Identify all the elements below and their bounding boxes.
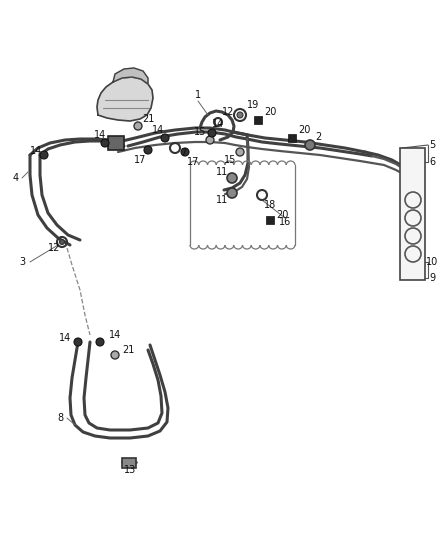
Circle shape xyxy=(111,351,119,359)
Text: 20: 20 xyxy=(298,125,310,135)
Text: 21: 21 xyxy=(122,345,134,355)
Text: 14: 14 xyxy=(152,125,164,135)
Text: 3: 3 xyxy=(19,257,25,267)
Circle shape xyxy=(96,338,104,346)
Circle shape xyxy=(134,122,142,130)
Bar xyxy=(288,134,296,142)
Circle shape xyxy=(181,148,189,156)
Text: 5: 5 xyxy=(429,140,435,150)
Text: 14: 14 xyxy=(59,333,71,343)
Circle shape xyxy=(206,136,214,144)
Bar xyxy=(122,458,136,468)
Text: 11: 11 xyxy=(216,195,228,205)
Bar xyxy=(254,116,262,124)
Text: 7: 7 xyxy=(180,148,186,158)
Circle shape xyxy=(74,338,82,346)
Text: 11: 11 xyxy=(216,167,228,177)
Circle shape xyxy=(144,146,152,154)
Text: 8: 8 xyxy=(57,413,63,423)
Bar xyxy=(266,216,274,224)
Text: 16: 16 xyxy=(279,217,291,227)
Text: 21: 21 xyxy=(142,114,154,124)
Text: 14: 14 xyxy=(109,330,121,340)
Bar xyxy=(108,136,124,150)
Text: 13: 13 xyxy=(124,465,136,475)
Bar xyxy=(400,148,425,280)
Text: 12: 12 xyxy=(48,243,60,253)
Circle shape xyxy=(60,239,64,245)
Text: 20: 20 xyxy=(276,210,288,220)
Text: 19: 19 xyxy=(247,100,259,110)
Text: 14: 14 xyxy=(30,146,42,156)
Text: 4: 4 xyxy=(13,173,19,183)
Text: 15: 15 xyxy=(194,127,206,137)
Text: 2: 2 xyxy=(315,132,321,142)
Circle shape xyxy=(237,112,243,118)
Text: 14: 14 xyxy=(94,130,106,140)
Circle shape xyxy=(40,151,48,159)
Text: 14: 14 xyxy=(212,119,224,129)
Text: 20: 20 xyxy=(264,107,276,117)
Circle shape xyxy=(161,134,169,142)
Circle shape xyxy=(227,173,237,183)
Text: 6: 6 xyxy=(429,157,435,167)
Text: 9: 9 xyxy=(429,273,435,283)
Text: 15: 15 xyxy=(224,155,236,165)
Text: 12: 12 xyxy=(222,107,234,117)
Circle shape xyxy=(305,140,315,150)
Text: 18: 18 xyxy=(264,200,276,210)
Polygon shape xyxy=(97,77,153,121)
Circle shape xyxy=(101,139,109,147)
Polygon shape xyxy=(113,68,148,84)
Text: 1: 1 xyxy=(195,90,201,100)
Text: 17: 17 xyxy=(134,155,146,165)
Text: 17: 17 xyxy=(187,157,199,167)
Text: 10: 10 xyxy=(426,257,438,267)
Circle shape xyxy=(208,129,216,137)
Circle shape xyxy=(227,188,237,198)
Circle shape xyxy=(236,148,244,156)
